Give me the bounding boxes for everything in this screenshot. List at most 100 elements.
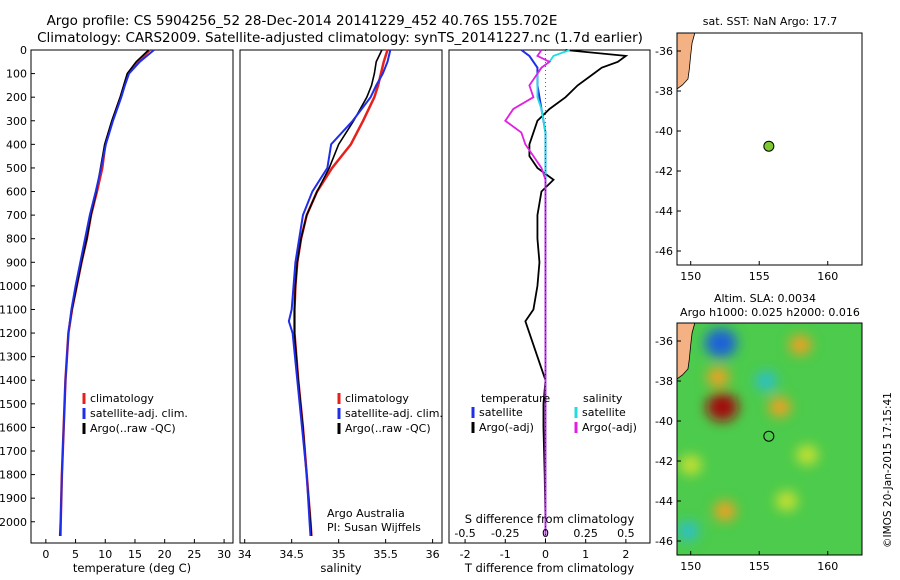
x2-tick-label: 0 [542,527,549,540]
legend-label: Argo(..raw -QC) [345,422,431,435]
y-tick-label: 1700 [0,445,27,458]
x-tick-label: 34.5 [279,548,304,561]
x-axis-label: salinity [320,561,361,575]
plot-frame [448,49,651,544]
float-position-marker [763,430,775,442]
legend-label: Argo(-adj) [479,421,534,434]
x2-tick-label: 0.5 [617,527,635,540]
legend-label: Argo(-adj) [582,421,637,434]
y-tick-label: -38 [655,375,673,388]
legend-label: satellite-adj. clim. [90,407,188,420]
y-tick-label: 500 [6,162,27,175]
sla-map-panel: 150 155 160 -36 -38 -40 -42 -44 -46 [655,322,863,573]
legend-label: climatology [90,392,154,405]
difference-panel: -2 -1 0 1 2T difference from climatology -0.5… [448,49,651,575]
x2-axis-label: S difference from climatology [465,512,635,526]
legend-label: satellite [582,406,626,419]
y-tick-label: 800 [6,233,27,246]
y-tick-label: 200 [6,91,27,104]
y-tick-label: 0 [20,44,27,57]
sla-anomaly [713,501,736,521]
float-position-marker [763,140,775,152]
x-tick-label: 30 [217,548,231,561]
x-tick-label: -1 [500,548,511,561]
y-tick-label: -44 [655,205,673,218]
x-axis-label: T difference from climatology [464,561,635,575]
sst-title: sat. SST: NaN Argo: 17.7 [703,15,837,28]
x-tick-label: 34 [238,548,252,561]
imos-watermark: ©IMOS 20-Jan-2015 17:15:41 [882,392,894,548]
x-tick-label: 150 [680,270,701,283]
y-tick-label: 1500 [0,398,27,411]
sla-anomalies [677,328,819,541]
sla-anomaly [706,392,739,422]
map-frame [676,32,863,266]
sla-title-line1: Altim. SLA: 0.0034 [714,292,816,305]
y-tick-label: -38 [655,85,673,98]
sla-field [677,323,862,555]
sla-anomaly [707,367,730,387]
y-tick-label: 1100 [0,303,27,316]
y-tick-label: -46 [655,245,673,258]
plot-frame [30,49,234,544]
coastline-land [676,322,696,380]
temperature-panel: 0 5 10 15 20 25 300100200300400500600700800900… [0,44,234,575]
y-tick-label: -46 [655,535,673,548]
sla-anomaly [704,328,737,358]
map-frame [676,322,863,556]
y-tick-label: 1400 [0,374,27,387]
x-tick-label: 160 [817,270,838,283]
legend-label: satellite-adj. clim. [345,407,443,420]
sla-anomaly [679,455,702,475]
y-tick-label: 1200 [0,327,27,340]
credit-line2: PI: Susan Wijffels [327,521,421,534]
salinity-panel: 34 34.5 35 35.5 36 salinity climatology satelli… [238,49,443,575]
legend-label: climatology [345,392,409,405]
x2-tick-label: 0.25 [573,527,598,540]
figure-title-line2: Climatology: CARS2009. Satellite-adjuste… [37,30,643,46]
x2-tick-label: -0.25 [491,527,519,540]
y-tick-label: 1800 [0,469,27,482]
x-tick-label: 0 [42,548,49,561]
x-tick-label: 155 [749,560,770,573]
y-tick-label: 400 [6,138,27,151]
legend-head-temperature: temperature [481,392,550,405]
x-tick-label: 36 [426,548,440,561]
legend-head-salinity: salinity [583,392,623,405]
sla-anomaly [755,371,778,391]
y-tick-label: 600 [6,186,27,199]
x-tick-label: 2 [622,548,629,561]
x-tick-label: 25 [187,548,201,561]
x-tick-label: 150 [680,560,701,573]
sla-background [677,323,862,555]
y-tick-label: -40 [655,125,673,138]
sla-anomaly [775,491,798,511]
satellite-adj-line [287,49,392,536]
x-tick-label: 5 [72,548,79,561]
sla-anomaly [789,335,812,355]
y-tick-label: -42 [655,165,673,178]
plot-frame [239,49,443,544]
y-tick-label: 300 [6,115,27,128]
sst-map-panel: 150 155 160 -36 -38 -40 -42 -44 -46 [655,32,863,283]
x-tick-label: 20 [158,548,172,561]
y-tick-label: 1900 [0,492,27,505]
x-tick-label: 10 [98,548,112,561]
x-tick-label: 155 [749,270,770,283]
x-tick-label: 1 [582,548,589,561]
x-tick-label: 35 [332,548,346,561]
y-tick-label: -40 [655,415,673,428]
y-tick-label: 700 [6,209,27,222]
y-tick-label: 1300 [0,351,27,364]
satellite-adj-line [59,49,155,536]
x2-tick-label: -0.5 [454,527,475,540]
x-tick-label: 15 [128,548,142,561]
x-tick-label: 160 [817,560,838,573]
x-tick-label: 0 [542,548,549,561]
sal-argo-diff-line [504,49,552,536]
figure-title-line1: Argo profile: CS 5904256_52 28-Dec-2014 … [47,13,558,29]
x-axis-label: temperature (deg C) [73,561,191,575]
sla-anomaly [768,397,791,417]
y-tick-label: -44 [655,495,673,508]
